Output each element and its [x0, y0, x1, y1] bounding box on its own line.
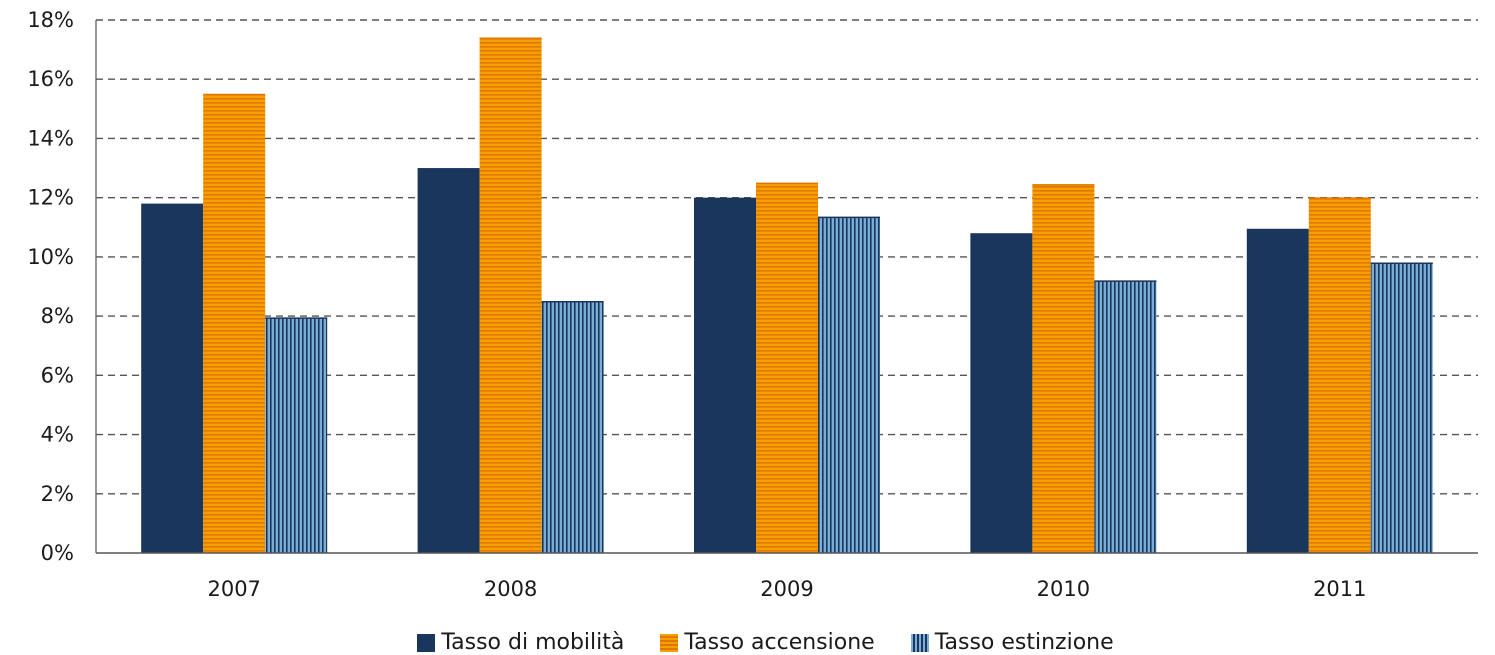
y-tick-label: 0%: [41, 541, 74, 565]
y-tick-label: 18%: [27, 8, 74, 32]
y-tick-label: 16%: [27, 67, 74, 91]
y-tick-label: 14%: [27, 126, 74, 150]
x-tick-label: 2008: [484, 577, 537, 601]
bar-2010-series-1: [1032, 184, 1094, 553]
bar-2010-series-2: [1094, 281, 1156, 553]
x-axis: 2007 2008 2009 2010 2011: [96, 553, 1478, 601]
y-axis: 0% 2% 4% 6% 8% 10% 12% 14% 16% 18%: [27, 8, 96, 565]
legend-label-mobilita: Tasso di mobilità: [441, 630, 624, 655]
legend-item-estinzione: Tasso estinzione: [911, 630, 1114, 655]
bar-2010-series-0: [970, 233, 1032, 553]
legend-label-accensione: Tasso accensione: [684, 630, 874, 655]
bar-2008-series-1: [480, 38, 542, 553]
bar-2011-series-0: [1247, 229, 1309, 553]
y-tick-label: 4%: [41, 423, 74, 447]
legend-label-estinzione: Tasso estinzione: [935, 630, 1114, 655]
x-tick-label: 2011: [1313, 577, 1366, 601]
legend-item-accensione: Tasso accensione: [660, 630, 874, 655]
bar-2009-series-0: [694, 198, 756, 553]
bar-2007-series-2: [265, 318, 327, 553]
bar-2009-series-1: [756, 183, 818, 553]
bars: [141, 38, 1433, 553]
bar-2011-series-2: [1371, 263, 1433, 553]
y-tick-label: 2%: [41, 482, 74, 506]
bar-2011-series-1: [1309, 198, 1371, 553]
bar-2008-series-2: [542, 301, 604, 553]
legend: Tasso di mobilità Tasso accensione Tasso…: [0, 630, 1495, 655]
y-tick-label: 8%: [41, 304, 74, 328]
legend-swatch-accensione: [660, 634, 678, 652]
chart-svg: 0%2%4%6%8%10%12%14%16%18% 2007 2008 2009 20…: [0, 0, 1495, 630]
bar-2008-series-0: [418, 168, 480, 553]
y-tick-label: 10%: [27, 245, 74, 269]
y-tick-label: 12%: [27, 186, 74, 210]
bar-2007-series-1: [203, 94, 265, 553]
x-tick-label: 2009: [760, 577, 813, 601]
y-tick-label: 6%: [41, 363, 74, 387]
legend-swatch-mobilita: [417, 634, 435, 652]
legend-swatch-estinzione: [911, 634, 929, 652]
bar-2009-series-2: [818, 217, 880, 553]
x-tick-label: 2007: [207, 577, 260, 601]
legend-item-mobilita: Tasso di mobilità: [417, 630, 624, 655]
bar-2007-series-0: [141, 204, 203, 553]
x-tick-label: 2010: [1037, 577, 1090, 601]
